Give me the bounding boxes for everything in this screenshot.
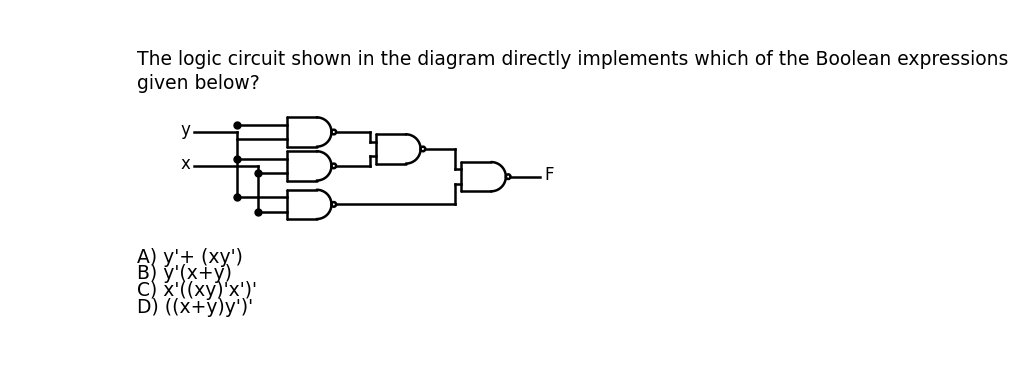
Text: The logic circuit shown in the diagram directly implements which of the Boolean : The logic circuit shown in the diagram d… <box>137 50 1009 93</box>
Text: F: F <box>545 166 554 184</box>
Text: D) ((x+y)y')': D) ((x+y)y')' <box>137 298 253 317</box>
Text: x: x <box>181 154 190 172</box>
Text: C) x'((xy)'x')': C) x'((xy)'x')' <box>137 281 257 300</box>
Text: A) y'+ (xy'): A) y'+ (xy') <box>137 248 243 267</box>
Text: y: y <box>181 121 190 139</box>
Text: B) y'(x+y): B) y'(x+y) <box>137 264 232 284</box>
